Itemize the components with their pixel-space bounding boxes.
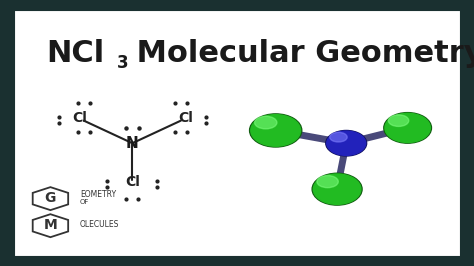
Text: EOMETRY: EOMETRY xyxy=(80,190,116,198)
Ellipse shape xyxy=(330,132,347,142)
Text: M: M xyxy=(44,218,57,232)
Text: NCl: NCl xyxy=(46,39,104,68)
Text: OLECULES: OLECULES xyxy=(80,220,119,229)
Ellipse shape xyxy=(385,113,430,143)
Text: Molecular Geometry: Molecular Geometry xyxy=(126,39,474,68)
FancyBboxPatch shape xyxy=(9,5,465,261)
Ellipse shape xyxy=(326,131,366,156)
Ellipse shape xyxy=(384,113,431,143)
Text: 3: 3 xyxy=(117,54,128,72)
Text: N: N xyxy=(126,136,139,151)
Text: G: G xyxy=(45,191,56,205)
Text: Cl: Cl xyxy=(125,175,140,189)
Ellipse shape xyxy=(313,174,361,204)
Ellipse shape xyxy=(255,116,277,129)
Ellipse shape xyxy=(312,173,362,205)
Text: Cl: Cl xyxy=(72,111,87,125)
Ellipse shape xyxy=(250,114,302,147)
Ellipse shape xyxy=(388,115,409,126)
Ellipse shape xyxy=(251,115,301,146)
Ellipse shape xyxy=(317,176,338,188)
Ellipse shape xyxy=(327,131,365,155)
Text: OF: OF xyxy=(80,200,90,205)
Text: Cl: Cl xyxy=(178,111,193,125)
